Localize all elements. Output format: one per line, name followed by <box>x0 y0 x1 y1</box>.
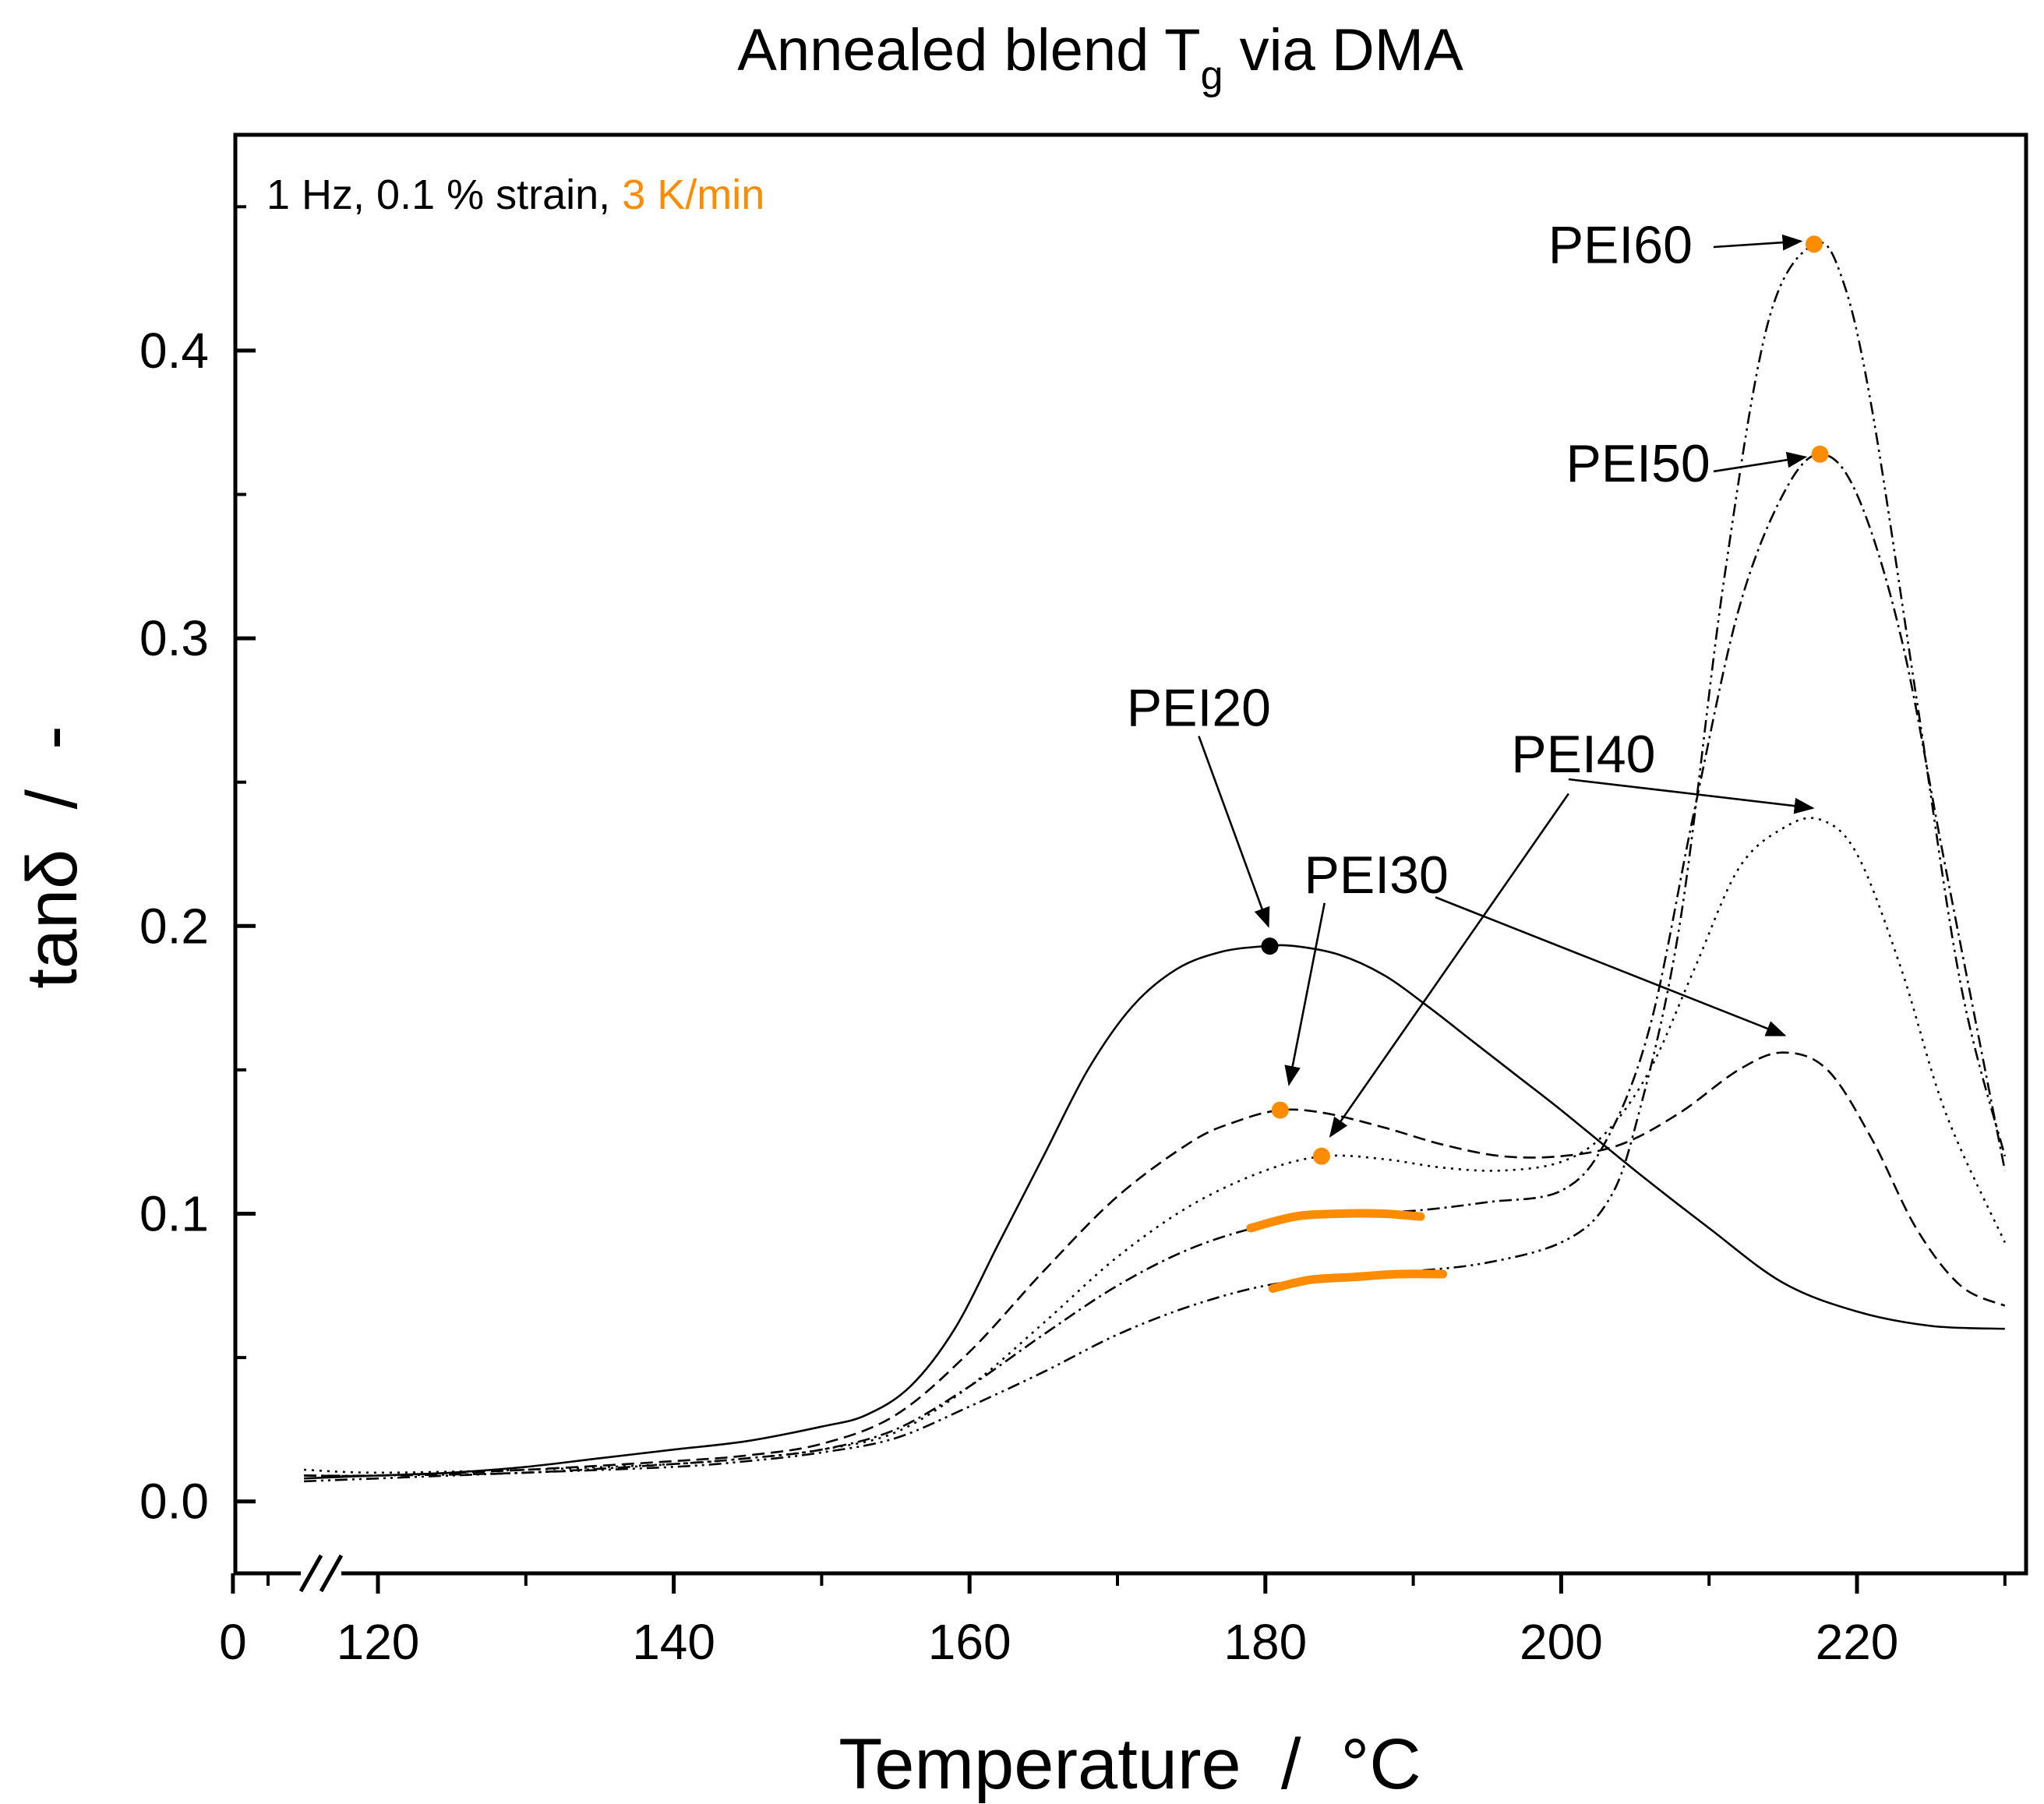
series-line-pei40 <box>304 817 2006 1474</box>
y-tick-label: 0.2 <box>139 898 209 954</box>
series-line-pei30 <box>304 1051 2006 1477</box>
highlight-segment-2 <box>1268 1269 1448 1293</box>
arrow-pei60 <box>1713 234 1803 251</box>
arrow-pei40 <box>1329 793 1569 1138</box>
plot-frame <box>233 132 2028 1576</box>
x-tick-label: 120 <box>337 1614 420 1670</box>
arrow-pei40 <box>1568 778 1815 814</box>
y-axis-ticks: 0.0 0.1 0.2 0.3 0.4 <box>139 205 256 1530</box>
label-pei20: PEI20 <box>1127 679 1271 738</box>
y-axis-label: tanδ / - <box>12 725 92 989</box>
peak-marker-pei30 <box>1271 1101 1289 1119</box>
x-tick-label: 180 <box>1223 1614 1307 1670</box>
chart-title: Annealed blend Tg via DMA <box>737 17 1463 98</box>
x-tick-label: 140 <box>632 1614 715 1670</box>
condition-text-main: 1 Hz, 0.1 % strain, <box>267 171 622 218</box>
annotation-layer: PEI20 PEI30 PEI40 PEI50 PEI60 <box>1127 215 1815 1138</box>
chart-title-suffix: via DMA <box>1223 17 1464 83</box>
peak-marker-pei50 <box>1811 445 1829 463</box>
arrow-pei50 <box>1713 451 1808 473</box>
peak-marker-pei60 <box>1805 235 1823 253</box>
label-pei40: PEI40 <box>1511 725 1655 784</box>
x-tick-label: 220 <box>1816 1614 1899 1670</box>
x-axis-ticks: 0 120 140 160 180 200 220 <box>219 1573 2007 1670</box>
label-pei30: PEI30 <box>1304 846 1449 905</box>
condition-text-rate: 3 K/min <box>622 171 764 218</box>
highlight-segment-1 <box>1246 1209 1425 1233</box>
y-tick-label: 0.3 <box>139 610 209 666</box>
axis-break-marker <box>298 1554 344 1593</box>
chart-title-main: Annealed blend T <box>737 17 1200 83</box>
x-axis-label: Temperature / °C <box>838 1725 1421 1804</box>
arrow-pei20 <box>1198 736 1270 928</box>
y-tick-label: 0.1 <box>139 1186 209 1242</box>
x-tick-label: 200 <box>1520 1614 1603 1670</box>
highlight-layer <box>1246 1209 1448 1293</box>
label-pei60: PEI60 <box>1548 215 1693 274</box>
peak-marker-pei40 <box>1312 1147 1330 1165</box>
series-layer <box>304 241 2007 1483</box>
y-tick-label: 0.4 <box>139 323 209 379</box>
condition-text: 1 Hz, 0.1 % strain, 3 K/min <box>267 171 764 218</box>
series-line-pei20 <box>304 944 2005 1480</box>
peak-marker-layer <box>1261 235 1829 1165</box>
y-tick-label: 0.0 <box>139 1474 209 1530</box>
series-line-pei50 <box>304 453 2007 1477</box>
arrow-pei30 <box>1284 902 1326 1086</box>
x-tick-label: 160 <box>928 1614 1011 1670</box>
peak-marker-pei20 <box>1261 937 1279 955</box>
arrow-pei30 <box>1435 896 1787 1036</box>
chart-title-subscript: g <box>1201 53 1223 98</box>
x-tick-label: 0 <box>219 1614 247 1670</box>
series-line-pei60 <box>304 241 2007 1483</box>
label-pei50: PEI50 <box>1566 434 1710 493</box>
